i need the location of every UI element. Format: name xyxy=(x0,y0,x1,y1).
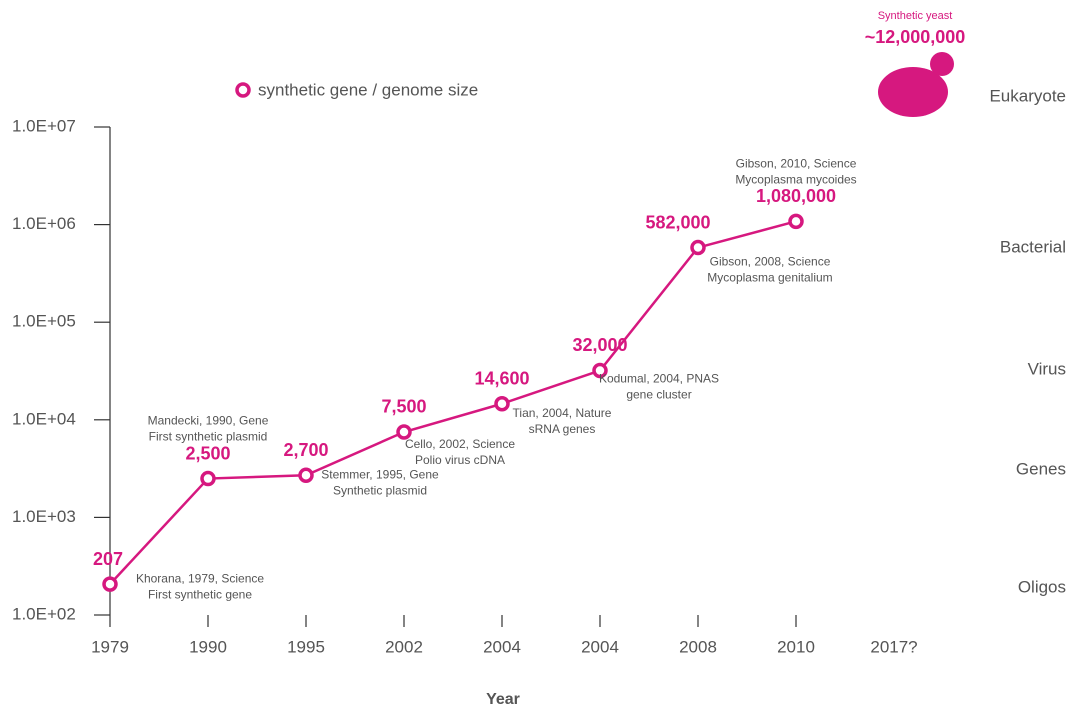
data-point xyxy=(200,470,216,487)
x-tick-label: 1979 xyxy=(91,637,129,656)
y-tick-label: 1.0E+07 xyxy=(12,116,76,135)
x-tick-label: 2004 xyxy=(483,637,521,656)
x-tick-label: 2010 xyxy=(777,637,815,656)
series-line xyxy=(109,220,797,586)
data-point xyxy=(102,576,118,592)
data-point xyxy=(494,396,510,412)
x-tick-label: 2002 xyxy=(385,637,423,656)
annotation: Mycoplasma mycoides xyxy=(735,173,856,187)
data-label: 2,700 xyxy=(283,440,328,460)
category-label: Bacterial xyxy=(1000,237,1066,256)
annotation: First synthetic gene xyxy=(148,587,252,601)
yeast-icon xyxy=(878,67,948,117)
annotation: Mandecki, 1990, Gene xyxy=(148,414,269,428)
legend-marker xyxy=(235,82,251,98)
annotation: Polio virus cDNA xyxy=(415,453,505,467)
annotation: First synthetic plasmid xyxy=(149,430,268,444)
yeast-label: Synthetic yeast xyxy=(878,10,953,22)
annotation: Stemmer, 1995, Gene xyxy=(321,467,439,481)
data-point xyxy=(396,424,412,440)
x-tick-label: 2008 xyxy=(679,637,717,656)
annotation: Tian, 2004, Nature xyxy=(513,406,612,420)
x-axis-label: Year xyxy=(486,691,520,708)
category-label: Virus xyxy=(1028,359,1066,378)
x-tick-label: 2017? xyxy=(870,637,917,656)
annotation: Cello, 2002, Science xyxy=(405,437,515,451)
y-tick-label: 1.0E+03 xyxy=(12,507,76,526)
x-tick-label: 1990 xyxy=(189,637,227,656)
y-tick-label: 1.0E+06 xyxy=(12,214,76,233)
x-tick-label: 1995 xyxy=(287,637,325,656)
annotation: Kodumal, 2004, PNAS xyxy=(599,372,719,386)
data-label: 2,500 xyxy=(185,443,230,463)
data-point xyxy=(788,213,804,230)
annotation: Synthetic plasmid xyxy=(333,483,427,497)
annotation: Gibson, 2008, Science xyxy=(710,255,831,269)
yeast-value: ~12,000,000 xyxy=(865,27,966,47)
legend-label: synthetic gene / genome size xyxy=(258,80,478,99)
data-label: 14,600 xyxy=(474,369,529,389)
category-label: Genes xyxy=(1016,459,1066,478)
annotation: Gibson, 2010, Science xyxy=(736,157,857,171)
y-tick-label: 1.0E+02 xyxy=(12,604,76,623)
data-label: 1,080,000 xyxy=(756,186,836,206)
annotation: Mycoplasma genitalium xyxy=(707,271,832,285)
y-tick-label: 1.0E+05 xyxy=(12,312,76,331)
annotation: sRNA genes xyxy=(529,422,596,436)
annotation: Khorana, 1979, Science xyxy=(136,571,264,585)
annotation: gene cluster xyxy=(626,388,691,402)
data-point xyxy=(690,239,706,256)
x-tick-label: 2004 xyxy=(581,637,619,656)
data-label: 7,500 xyxy=(381,397,426,417)
category-label: Oligos xyxy=(1018,577,1066,596)
data-label: 582,000 xyxy=(645,212,710,232)
data-label: 32,000 xyxy=(572,335,627,355)
y-tick-label: 1.0E+04 xyxy=(12,409,76,428)
yeast-bud xyxy=(930,52,954,76)
category-label: Eukaryote xyxy=(989,86,1066,105)
data-point xyxy=(592,362,608,379)
data-label: 207 xyxy=(93,549,123,569)
data-point xyxy=(298,467,314,484)
